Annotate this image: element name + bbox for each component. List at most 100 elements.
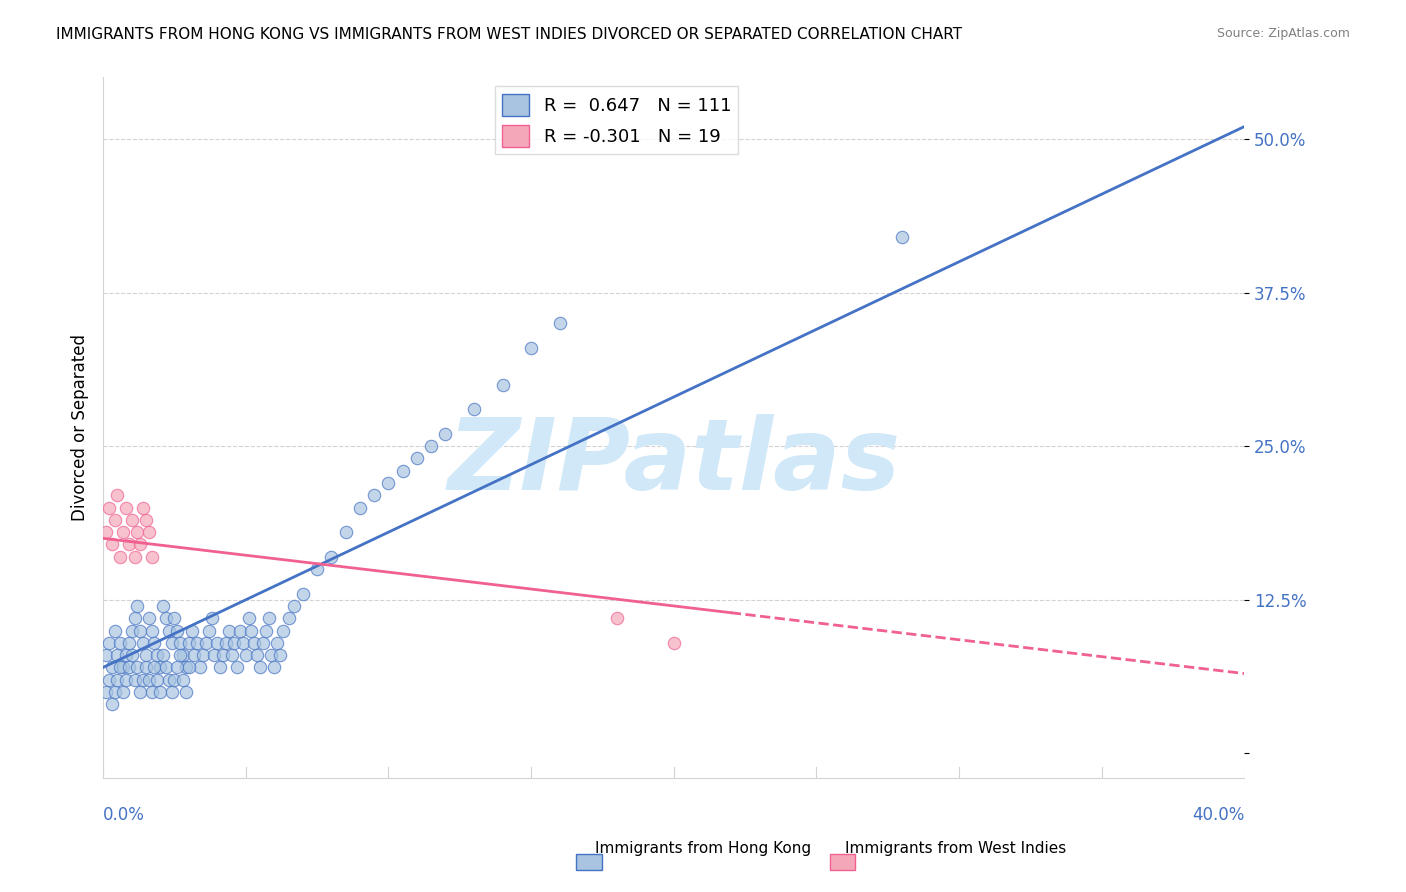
Point (169, 636, 191, 650)
Point (232, 636, 254, 650)
Point (138, 673, 160, 687)
Point (335, 525, 357, 540)
Point (271, 624, 294, 638)
Point (246, 648, 269, 662)
Point (160, 685, 183, 699)
Point (202, 648, 225, 662)
Point (277, 611, 299, 625)
Point (121, 513, 143, 527)
Point (132, 500, 155, 515)
Point (163, 673, 186, 687)
Text: 40.0%: 40.0% (1192, 806, 1244, 824)
Point (94, 685, 117, 699)
Point (127, 660, 149, 674)
Point (218, 624, 240, 638)
Point (238, 611, 260, 625)
Point (283, 599, 305, 613)
Point (321, 549, 343, 564)
Point (200, 611, 222, 625)
Point (229, 624, 252, 638)
Point (257, 611, 280, 625)
Point (377, 476, 399, 491)
Point (132, 673, 155, 687)
Point (177, 636, 200, 650)
Text: 0.0%: 0.0% (103, 806, 145, 824)
Point (141, 624, 163, 638)
Point (103, 685, 125, 699)
Point (548, 316, 571, 330)
Point (124, 549, 146, 564)
Legend: R =  0.647   N = 111, R = -0.301   N = 19: R = 0.647 N = 111, R = -0.301 N = 19 (495, 87, 738, 154)
Point (266, 636, 288, 650)
Point (180, 624, 202, 638)
Point (129, 685, 152, 699)
Point (127, 599, 149, 613)
Point (194, 636, 217, 650)
Point (172, 648, 194, 662)
Point (121, 648, 143, 662)
Point (212, 648, 235, 662)
Point (115, 673, 138, 687)
Point (103, 513, 125, 527)
Point (235, 648, 257, 662)
Point (110, 549, 132, 564)
Point (100, 698, 122, 712)
Point (160, 636, 183, 650)
Point (662, 636, 685, 650)
Point (174, 685, 197, 699)
Point (520, 341, 543, 355)
Point (100, 660, 122, 674)
Point (263, 660, 285, 674)
Point (110, 636, 132, 650)
Point (105, 648, 128, 662)
Point (420, 439, 443, 453)
Point (129, 624, 152, 638)
Point (105, 673, 128, 687)
Point (169, 648, 191, 662)
Point (391, 464, 413, 478)
Point (127, 525, 149, 540)
Point (363, 488, 385, 502)
Point (157, 673, 180, 687)
Point (243, 636, 266, 650)
Point (146, 648, 169, 662)
Point (115, 648, 138, 662)
Point (124, 673, 146, 687)
Point (177, 660, 200, 674)
Point (254, 624, 277, 638)
Point (172, 673, 194, 687)
Point (252, 636, 274, 650)
Point (183, 648, 205, 662)
Point (135, 648, 157, 662)
Text: Source: ZipAtlas.com: Source: ZipAtlas.com (1216, 27, 1350, 40)
Point (197, 624, 219, 638)
Point (209, 660, 232, 674)
Point (207, 636, 229, 650)
Point (115, 500, 138, 515)
Point (97, 673, 120, 687)
Text: ZIPatlas: ZIPatlas (447, 414, 900, 511)
Point (110, 660, 132, 674)
Point (174, 660, 197, 674)
Point (890, 230, 912, 244)
Point (152, 599, 174, 613)
Point (118, 537, 141, 551)
Point (260, 648, 283, 662)
Point (166, 624, 188, 638)
Point (291, 587, 314, 601)
Point (97, 500, 120, 515)
Point (215, 636, 238, 650)
Point (240, 624, 263, 638)
Point (94, 525, 117, 540)
Text: IMMIGRANTS FROM HONG KONG VS IMMIGRANTS FROM WEST INDIES DIVORCED OR SEPARATED C: IMMIGRANTS FROM HONG KONG VS IMMIGRANTS … (56, 27, 962, 42)
Point (138, 611, 160, 625)
Point (112, 525, 135, 540)
Point (138, 525, 160, 540)
Point (155, 611, 177, 625)
Point (221, 648, 243, 662)
Point (163, 611, 186, 625)
Point (491, 377, 513, 392)
Point (112, 685, 135, 699)
Point (135, 660, 157, 674)
Point (463, 402, 485, 417)
